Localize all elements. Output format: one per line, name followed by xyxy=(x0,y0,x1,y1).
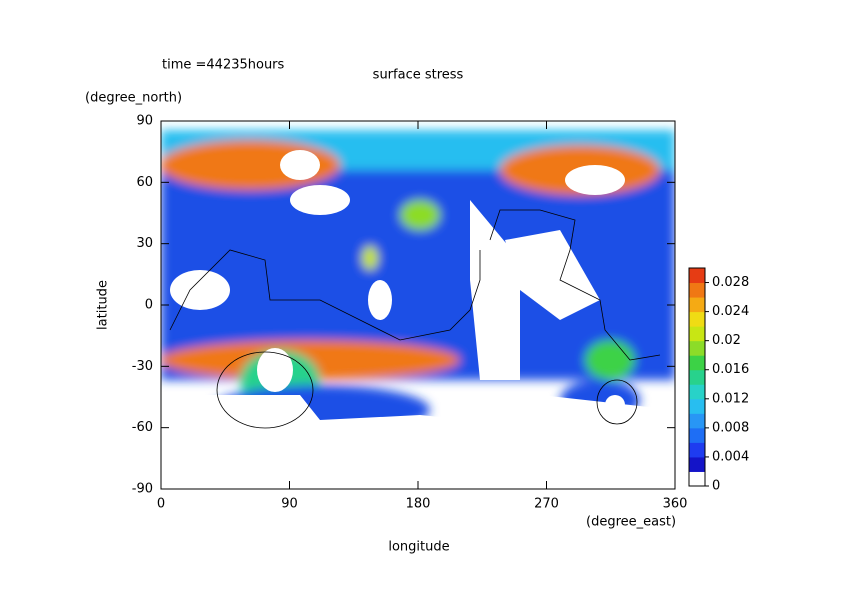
colorbar-tick-label: 0.028 xyxy=(712,275,749,290)
colorbar-tick-label: 0.004 xyxy=(712,449,749,464)
x-axis-label: longitude xyxy=(388,540,449,555)
x-tick-label: 180 xyxy=(406,497,431,512)
y-tick-label: -30 xyxy=(132,359,153,374)
colorbar-band xyxy=(689,311,705,327)
colorbar-band xyxy=(689,326,705,342)
y-tick-label: -60 xyxy=(132,420,153,435)
colorbar-tick-label: 0.012 xyxy=(712,391,749,406)
colorbar-tick-label: 0.008 xyxy=(712,420,749,435)
y-tick-label: 90 xyxy=(136,114,153,129)
y-unit: (degree_north) xyxy=(85,91,182,106)
colorbar-tick-label: 0 xyxy=(712,479,720,494)
contour-field xyxy=(161,130,675,489)
colorbar-tick-label: 0.024 xyxy=(712,304,749,319)
colorbar-band xyxy=(689,282,705,298)
colorbar-band xyxy=(689,427,705,443)
chart-title: surface stress xyxy=(373,68,464,83)
x-tick-label: 0 xyxy=(157,497,165,512)
y-tick-label: 0 xyxy=(145,298,153,313)
colorbar-band xyxy=(689,413,705,429)
x-tick-label: 270 xyxy=(534,497,559,512)
x-tick-label: 360 xyxy=(663,497,688,512)
colorbar-tick-label: 0.016 xyxy=(712,362,749,377)
colorbar-tick-label: 0.02 xyxy=(712,333,741,348)
x-unit: (degree_east) xyxy=(586,515,676,530)
colorbar-band xyxy=(689,442,705,458)
y-tick-label: 30 xyxy=(136,236,153,251)
colorbar-band xyxy=(689,456,705,472)
colorbar-band xyxy=(689,297,705,313)
y-axis-label: latitude xyxy=(96,280,111,330)
y-tick-label: 60 xyxy=(136,175,153,190)
colorbar-band xyxy=(689,340,705,356)
colorbar-band xyxy=(689,471,705,487)
colorbar-frame xyxy=(688,267,706,487)
colorbar-band xyxy=(689,384,705,400)
y-tick-label: -90 xyxy=(132,482,153,497)
annotation: time =44235hours xyxy=(162,58,285,73)
colorbar-band xyxy=(689,355,705,371)
colorbar-band xyxy=(689,398,705,414)
colorbar-band xyxy=(689,268,705,284)
x-tick-label: 90 xyxy=(281,497,298,512)
colorbar-band xyxy=(689,369,705,385)
